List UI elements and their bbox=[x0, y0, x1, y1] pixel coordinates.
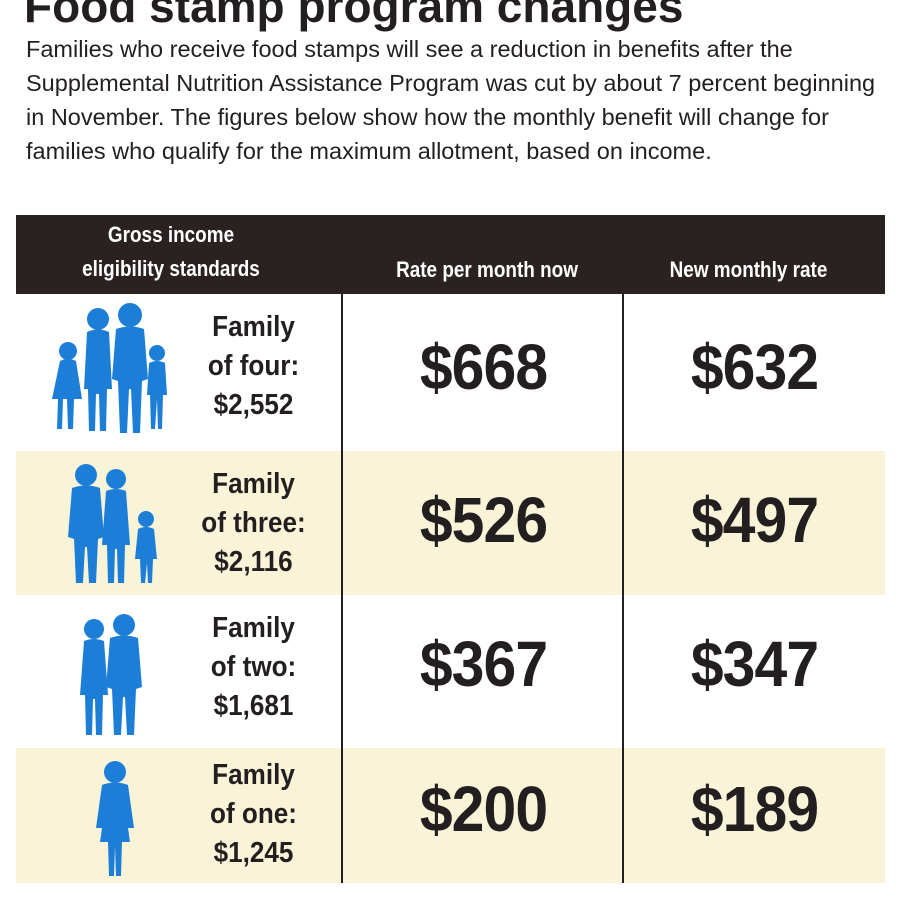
rate-now: $200 bbox=[419, 773, 548, 845]
table-row: Family of three: $2,116 $526 $497 bbox=[16, 451, 885, 595]
rate-now: $367 bbox=[419, 628, 548, 700]
column-divider bbox=[622, 294, 624, 883]
page-title: Food stamp program changes bbox=[24, 0, 684, 32]
row-label-line-1: Family bbox=[212, 468, 295, 500]
table-row: Family of four: $2,552 $668 $632 bbox=[16, 294, 885, 451]
rate-new: $632 bbox=[690, 331, 819, 403]
row-label: Family of one: $1,245 bbox=[184, 756, 324, 873]
header-income: Gross income eligibility standards bbox=[55, 218, 287, 286]
header-income-line-2: eligibility standards bbox=[82, 256, 260, 281]
intro-text: Families who receive food stamps will se… bbox=[26, 36, 876, 164]
rate-now: $526 bbox=[419, 484, 548, 556]
rate-new: $189 bbox=[690, 773, 819, 845]
header-now: Rate per month now bbox=[396, 257, 578, 282]
row-label-line-1: Family bbox=[212, 612, 295, 644]
table-row: Family of one: $1,245 $200 $189 bbox=[16, 748, 885, 883]
table-row: Family of two: $1,681 $367 $347 bbox=[16, 595, 885, 748]
rate-new: $497 bbox=[690, 484, 819, 556]
row-label: Family of three: $2,116 bbox=[184, 465, 324, 582]
family-of-two-icon bbox=[80, 614, 142, 735]
header-income-line-1: Gross income bbox=[107, 222, 235, 247]
row-label-line-2: of three: bbox=[201, 507, 306, 539]
table-header: Gross income eligibility standards Rate … bbox=[16, 215, 885, 294]
row-label: Family of four: $2,552 bbox=[184, 308, 324, 425]
row-label-line-2: of two: bbox=[210, 651, 297, 683]
person-icon bbox=[96, 761, 134, 876]
row-label-line-2: of one: bbox=[210, 798, 297, 830]
row-label-line-3: $2,116 bbox=[214, 546, 293, 578]
rate-new: $347 bbox=[690, 628, 819, 700]
row-label-line-3: $1,245 bbox=[213, 837, 294, 869]
family-of-three-icon bbox=[68, 464, 157, 583]
header-new: New monthly rate bbox=[669, 257, 828, 282]
rate-now: $668 bbox=[419, 331, 548, 403]
family-of-four-icon bbox=[52, 303, 167, 433]
row-label-line-3: $1,681 bbox=[213, 690, 294, 722]
row-label-line-1: Family bbox=[212, 311, 295, 343]
benefits-table: Gross income eligibility standards Rate … bbox=[16, 215, 885, 883]
row-label-line-2: of four: bbox=[207, 350, 300, 382]
row-label: Family of two: $1,681 bbox=[184, 609, 324, 726]
row-label-line-1: Family bbox=[212, 759, 295, 791]
column-divider bbox=[341, 294, 343, 883]
row-label-line-3: $2,552 bbox=[213, 389, 294, 421]
